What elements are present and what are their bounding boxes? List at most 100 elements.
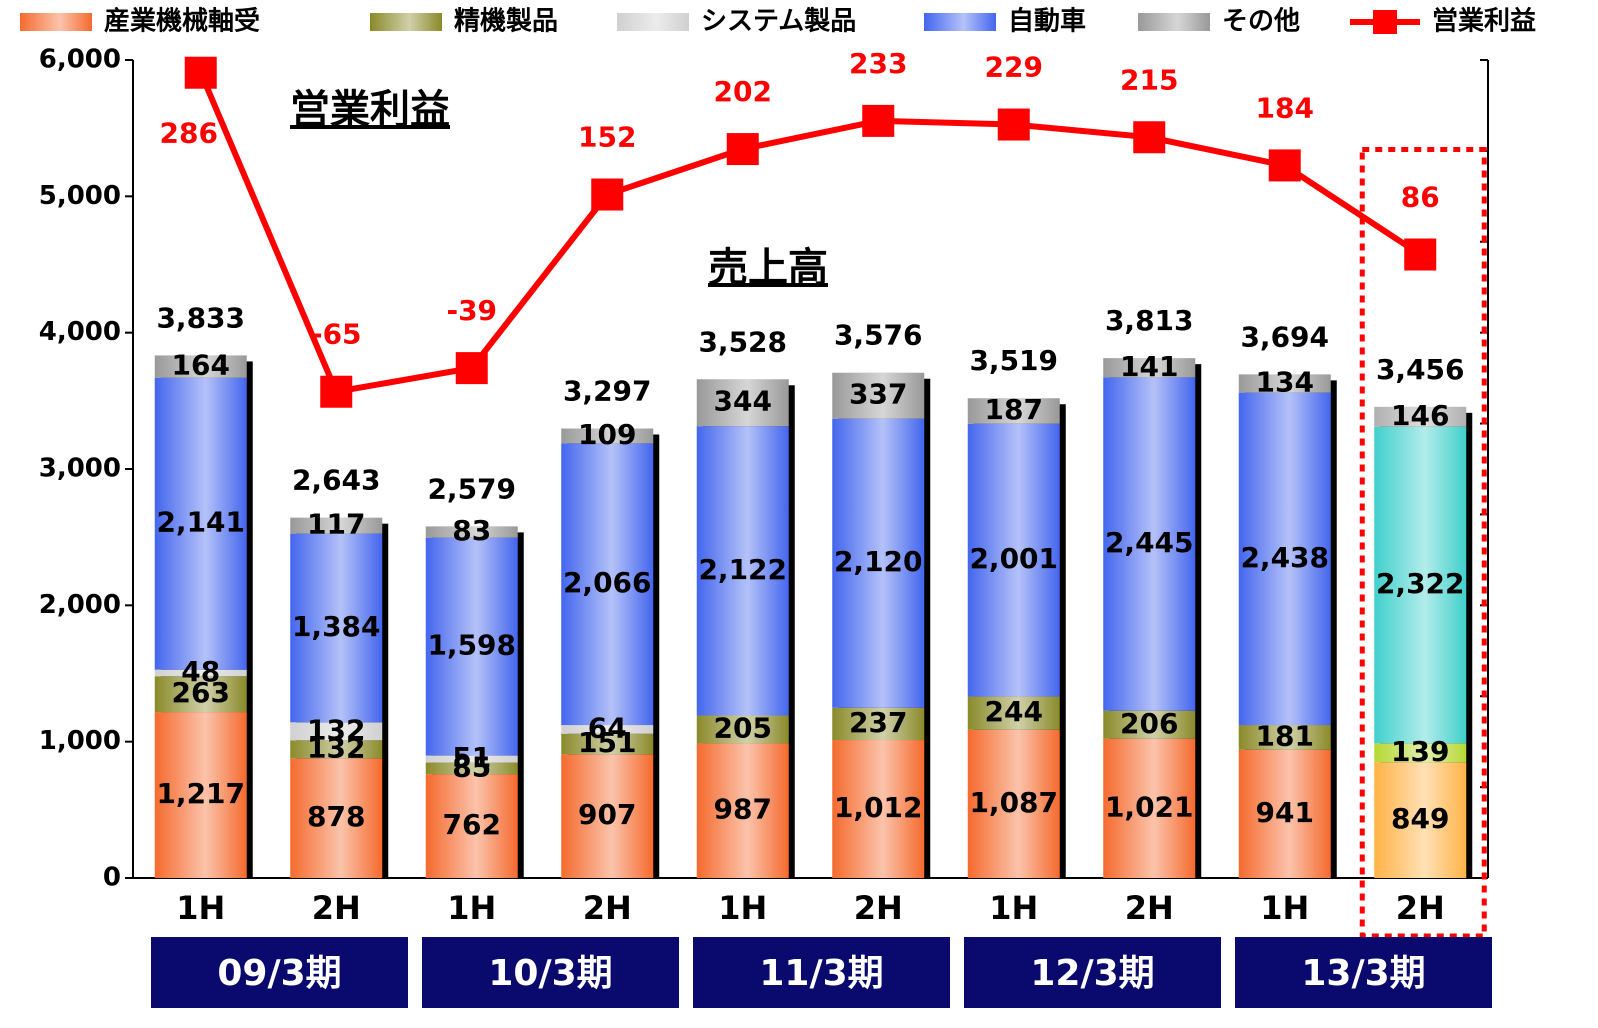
value-label: 2,122 [698,553,787,586]
line-marker [1404,238,1437,271]
bar-shine [967,423,1060,697]
bar-shine [1238,749,1331,878]
total-label: 3,528 [698,325,787,358]
value-label: 141 [1120,350,1178,383]
legend-label: 営業利益 [1432,7,1536,37]
value-label: 132 [307,713,365,746]
line [197,71,1422,396]
bar-shine [425,774,518,878]
value-label: 1,087 [969,786,1058,819]
total-label: 2,643 [292,464,381,497]
total-label: 2,579 [427,472,516,505]
line-marker [320,375,353,408]
value-label: 263 [172,676,230,709]
bar-shine [967,398,1060,424]
bar-shine [290,517,383,534]
group-label: 11/3期 [759,953,883,994]
bar-shine [561,428,654,444]
line-label: 215 [1120,63,1178,96]
line-label: 233 [849,47,907,80]
line-marker [184,56,217,89]
line-label: 184 [1256,91,1314,124]
value-label: 48 [181,655,220,688]
line-marker [862,104,895,137]
value-label: 205 [714,711,772,744]
bar-shine [290,758,383,878]
legend-shine [617,13,689,31]
total-label: 3,813 [1105,304,1194,337]
bar-shine [832,707,925,741]
line-label: 229 [985,51,1043,84]
value-label: 2,438 [1240,541,1329,574]
bar-shine [967,729,1060,878]
y-tick-label: 0 [103,863,121,893]
bar-shine [1103,377,1196,711]
legend-label: 自動車 [1008,6,1086,37]
value-label: 187 [985,393,1043,426]
value-label: 2,322 [1376,567,1465,600]
bar-shine [1374,743,1467,763]
value-label: 849 [1391,802,1449,835]
group-box [151,937,408,1008]
value-label: 237 [849,706,907,739]
y-tick-label: 6,000 [39,45,121,75]
value-label: 1,012 [834,791,923,824]
total-label: 3,456 [1376,353,1465,386]
total-label: 3,519 [969,344,1058,377]
bar-shine [154,712,247,878]
bar-shine [154,355,247,378]
bar-shine [561,754,654,878]
legend-label: その他 [1222,7,1300,37]
bar-shine [832,740,925,878]
y-tick-label: 5,000 [39,181,121,211]
line-marker [1268,149,1301,182]
bar-shine [561,725,654,734]
bar-shine [1103,738,1196,878]
group-box [693,937,950,1008]
value-label: 139 [1391,735,1449,768]
value-label: 2,141 [156,506,245,539]
value-label: 1,598 [427,629,516,662]
bar-shine [1374,426,1467,744]
value-label: 146 [1391,399,1449,432]
line-label: 286 [160,117,218,150]
value-label: 117 [307,508,365,541]
bar-shine [1374,762,1467,878]
bar-shine [832,418,925,708]
legend-shine [370,13,442,31]
y-tick-label: 4,000 [39,317,121,347]
x-tick-label: 1H [1260,889,1309,927]
group-label: 13/3期 [1301,953,1425,994]
value-label: 151 [578,726,636,759]
value-label: 83 [452,514,491,547]
value-label: 2,066 [563,566,652,599]
legend-shine [924,13,996,31]
value-label: 344 [714,385,772,418]
total-label: 3,694 [1240,320,1329,353]
value-label: 907 [578,798,636,831]
bar-shine [1374,406,1467,427]
legend-label: 精機製品 [454,7,558,37]
x-tick-label: 1H [447,889,496,927]
group-box [422,937,679,1008]
line-marker [455,352,488,385]
x-tick-label: 2H [1125,889,1174,927]
y-tick-label: 3,000 [39,454,121,484]
legend-marker [1373,10,1397,34]
line-label: 86 [1401,181,1440,214]
group-label: 09/3期 [217,953,341,994]
line-marker [997,108,1030,141]
line-marker [1133,121,1166,154]
bar-shine [425,755,518,763]
x-tick-label: 2H [312,889,361,927]
legend-shine [1138,13,1210,31]
value-label: 762 [443,808,501,841]
value-label: 2,120 [834,545,923,578]
value-label: 878 [307,800,365,833]
legend-label: 産業機械軸受 [104,6,260,37]
x-tick-label: 2H [854,889,903,927]
bar-shine [154,676,247,713]
bar-shine [425,537,518,756]
x-tick-label: 1H [718,889,767,927]
